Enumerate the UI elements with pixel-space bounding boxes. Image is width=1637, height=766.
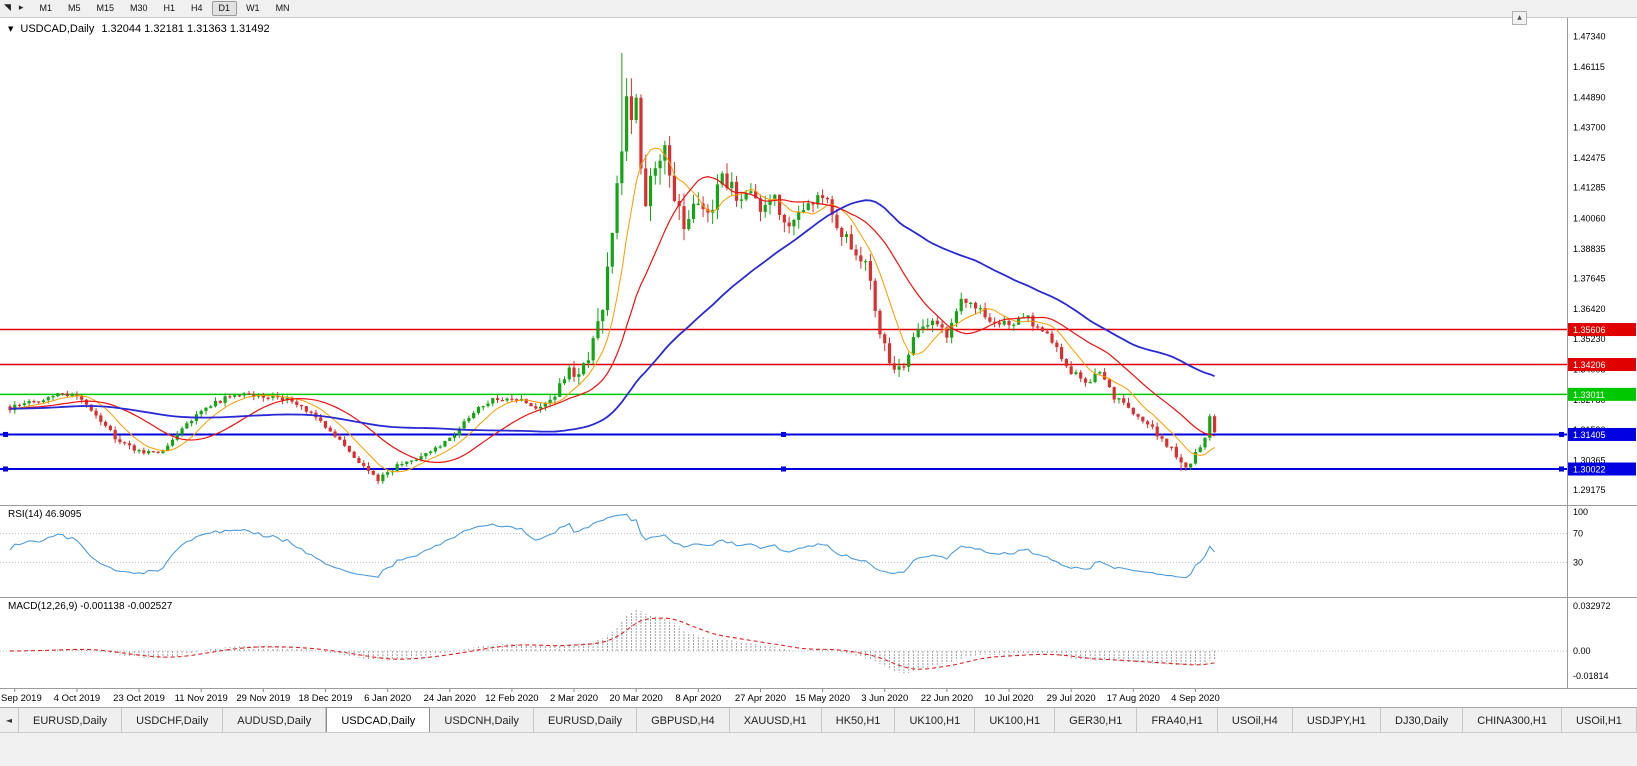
chart-ohlc-values: 1.32044 1.32181 1.31363 1.31492: [101, 23, 270, 35]
svg-text:1.37645: 1.37645: [1573, 274, 1606, 284]
scroll-up-icon[interactable]: ▲: [1512, 11, 1527, 25]
rsi-indicator-label: RSI(14) 46.9095: [8, 509, 82, 520]
svg-text:1.33011: 1.33011: [1573, 390, 1605, 400]
svg-text:27 Apr 2020: 27 Apr 2020: [735, 693, 786, 704]
chart-title: ▼ USDCAD,Daily 1.32044 1.32181 1.31363 1…: [8, 23, 270, 35]
svg-text:15 May 2020: 15 May 2020: [795, 693, 850, 704]
svg-text:8 Apr 2020: 8 Apr 2020: [675, 693, 721, 704]
chart-tab-fra40-h1[interactable]: FRA40,H1: [1137, 708, 1218, 733]
svg-text:1.30365: 1.30365: [1573, 455, 1606, 465]
timeframe-button-h1[interactable]: H1: [163, 3, 176, 13]
chart-tabs: ◄ EURUSD,Daily USDCHF,Daily AUDUSD,Daily USD…: [0, 707, 1637, 733]
svg-text:1.41285: 1.41285: [1573, 183, 1606, 193]
svg-text:-0.01814: -0.01814: [1573, 671, 1609, 681]
svg-text:3 Jun 2020: 3 Jun 2020: [861, 693, 908, 704]
chart-tab-dj30-daily[interactable]: DJ30,Daily: [1381, 708, 1464, 733]
chart-tab-usdjpy-h1[interactable]: USDJPY,H1: [1293, 708, 1381, 733]
svg-text:1.44890: 1.44890: [1573, 93, 1606, 103]
svg-text:1.43700: 1.43700: [1573, 122, 1606, 132]
chart-tab-usdcad-daily[interactable]: USDCAD,Daily: [326, 707, 431, 733]
chart-tab-uk100-h1[interactable]: UK100,H1: [975, 708, 1056, 733]
toolbar-icons: ◥ ▸: [0, 1, 27, 16]
svg-text:11 Nov 2019: 11 Nov 2019: [175, 693, 228, 704]
svg-text:1.35230: 1.35230: [1573, 334, 1606, 344]
svg-text:1.31405: 1.31405: [1573, 430, 1606, 440]
svg-text:12 Feb 2020: 12 Feb 2020: [485, 693, 538, 704]
svg-text:1.29175: 1.29175: [1573, 485, 1606, 495]
svg-text:29 Nov 2019: 29 Nov 2019: [236, 693, 290, 704]
svg-text:2 Mar 2020: 2 Mar 2020: [550, 693, 598, 704]
svg-text:1.34206: 1.34206: [1573, 360, 1606, 370]
svg-text:18 Dec 2019: 18 Dec 2019: [299, 693, 353, 704]
chart-symbol-period: USDCAD,Daily: [20, 23, 95, 35]
chart-shift-icon[interactable]: ◥: [4, 3, 11, 13]
chart-tab-china300-h1[interactable]: CHINA300,H1: [1463, 708, 1563, 733]
svg-text:16 Sep 2019: 16 Sep 2019: [0, 693, 42, 704]
svg-text:23 Oct 2019: 23 Oct 2019: [113, 693, 165, 704]
svg-text:1.40060: 1.40060: [1573, 213, 1606, 223]
chart-tab-gbpusd-h4[interactable]: GBPUSD,H4: [637, 708, 730, 733]
chart-tab-usdchf-daily[interactable]: USDCHF,Daily: [122, 708, 224, 733]
timeframe-button-m1[interactable]: M1: [39, 3, 52, 13]
svg-text:1.47340: 1.47340: [1573, 31, 1606, 41]
tabs-scroll-left-icon[interactable]: ◄: [0, 708, 19, 733]
toolbar: ◥ ▸ M1 M5 M15 M30 H1 H4 D1 W1 MN: [0, 0, 1637, 18]
svg-text:1.35606: 1.35606: [1573, 325, 1606, 335]
svg-text:70: 70: [1573, 529, 1583, 539]
status-bar: [0, 732, 1637, 766]
svg-text:30: 30: [1573, 557, 1583, 567]
svg-text:22 Jun 2020: 22 Jun 2020: [921, 693, 973, 704]
svg-text:100: 100: [1573, 507, 1588, 517]
svg-text:17 Aug 2020: 17 Aug 2020: [1107, 693, 1160, 704]
svg-text:1.46115: 1.46115: [1573, 62, 1605, 72]
svg-text:0.00: 0.00: [1573, 646, 1591, 656]
macd-indicator-label: MACD(12,26,9) -0.001138 -0.002527: [8, 601, 173, 612]
timeframe-button-mn[interactable]: MN: [275, 3, 290, 13]
symbol-marker-icon: ▼: [8, 25, 14, 33]
svg-text:4 Sep 2020: 4 Sep 2020: [1171, 693, 1220, 704]
svg-text:1.30022: 1.30022: [1573, 465, 1606, 475]
svg-text:24 Jan 2020: 24 Jan 2020: [424, 693, 476, 704]
svg-text:0.032972: 0.032972: [1573, 601, 1611, 611]
svg-text:1.42475: 1.42475: [1573, 153, 1606, 163]
svg-text:1.36420: 1.36420: [1573, 304, 1606, 314]
chart-tab-usoil-h4[interactable]: USOil,H4: [1218, 708, 1293, 733]
timeframe-button-w1[interactable]: W1: [246, 3, 260, 13]
svg-text:6 Jan 2020: 6 Jan 2020: [364, 693, 411, 704]
chart-tab-uk100-h1[interactable]: UK100,H1: [895, 708, 976, 733]
chart-tab-eurusd-daily[interactable]: EURUSD,Daily: [19, 708, 123, 733]
chart-tab-usoil-h1[interactable]: USOil,H1: [1562, 708, 1637, 733]
svg-text:10 Jul 2020: 10 Jul 2020: [984, 693, 1033, 704]
chart-tab-xauusd-h1[interactable]: XAUUSD,H1: [730, 708, 822, 733]
auto-scroll-icon[interactable]: ▸: [18, 3, 24, 13]
timeframe-button-m30[interactable]: M30: [130, 3, 148, 13]
chart-tab-audusd-daily[interactable]: AUDUSD,Daily: [223, 708, 327, 733]
timeframe-button-m5[interactable]: M5: [67, 3, 81, 13]
svg-text:1.38835: 1.38835: [1573, 244, 1606, 254]
timeframe-button-m15[interactable]: M15: [96, 3, 114, 13]
chart-tab-ger30-h1[interactable]: GER30,H1: [1055, 708, 1138, 733]
chart-tab-hk50-h1[interactable]: HK50,H1: [822, 708, 896, 733]
svg-text:4 Oct 2019: 4 Oct 2019: [54, 693, 100, 704]
timeframe-button-h4[interactable]: H4: [191, 3, 203, 13]
svg-text:29 Jul 2020: 29 Jul 2020: [1047, 693, 1096, 704]
timeframe-button-d1[interactable]: D1: [211, 1, 238, 16]
timeframe-buttons: M1 M5 M15 M30 H1 H4 D1 W1 MN: [31, 1, 297, 16]
chart-tab-usdcnh-daily[interactable]: USDCNH,Daily: [430, 708, 534, 733]
chart-tab-eurusd-daily[interactable]: EURUSD,Daily: [534, 708, 638, 733]
svg-text:20 Mar 2020: 20 Mar 2020: [610, 693, 663, 704]
